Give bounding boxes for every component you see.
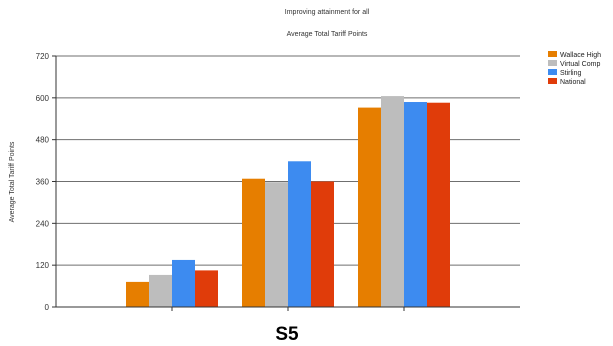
chart-title: Improving attainment for all xyxy=(285,9,370,16)
y-axis-ticks: 0 120 240 360 480 600 720 xyxy=(36,52,56,312)
bar-national-2 xyxy=(311,181,334,307)
bar-national-3 xyxy=(427,102,450,307)
bar-stirling-2 xyxy=(288,161,311,307)
bar-stirling-1 xyxy=(172,259,195,307)
legend-label: Virtual Comp xyxy=(560,61,600,68)
legend-label: National xyxy=(560,79,586,86)
y-tick-label: 480 xyxy=(36,136,50,145)
bar-virtual-comp-2 xyxy=(265,182,288,307)
legend: Wallace High Virtual Comp Stirling National xyxy=(548,51,601,86)
y-tick-label: 360 xyxy=(36,178,50,187)
legend-swatch xyxy=(548,78,557,84)
y-tick-label: 0 xyxy=(45,303,50,312)
bar-wallace-high-2 xyxy=(242,178,265,307)
legend-label: Wallace High xyxy=(560,52,601,59)
legend-swatch xyxy=(548,60,557,66)
chart-subtitle: Average Total Tariff Points xyxy=(287,31,368,38)
y-axis-label: Average Total Tariff Points xyxy=(9,141,16,222)
bar-wallace-high-1 xyxy=(126,281,149,307)
y-tick-label: 120 xyxy=(36,261,50,270)
annotation-s5: S5 xyxy=(275,324,299,345)
bar-virtual-comp-1 xyxy=(149,274,172,307)
axes xyxy=(55,56,520,311)
bar-virtual-comp-3 xyxy=(381,96,404,308)
bar-stirling-3 xyxy=(404,102,427,308)
y-tick-label: 240 xyxy=(36,219,50,228)
legend-swatch xyxy=(548,69,557,75)
y-tick-label: 600 xyxy=(36,94,50,103)
bar-wallace-high-3 xyxy=(358,107,381,307)
bar-national-1 xyxy=(195,270,218,307)
legend-label: Stirling xyxy=(560,70,582,77)
legend-swatch xyxy=(548,51,557,57)
y-tick-label: 720 xyxy=(36,52,50,61)
bars xyxy=(126,96,450,308)
